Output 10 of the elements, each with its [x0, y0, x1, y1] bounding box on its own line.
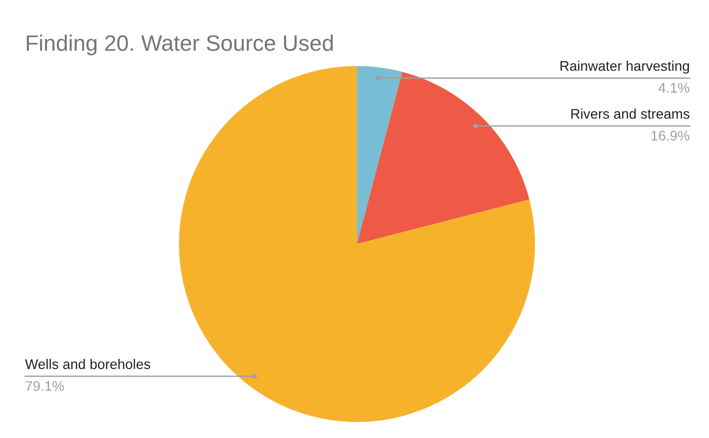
- data-label: 4.1%: [658, 82, 690, 93]
- data-label: 79.1%: [26, 381, 64, 391]
- chart-title: Finding 20. Water Source Used: [26, 34, 333, 56]
- slice-label: Rivers and streams: [571, 108, 690, 119]
- pie-slice: [357, 66, 402, 244]
- slice-label: Wells and boreholes: [25, 358, 150, 370]
- pie-slice: [357, 72, 530, 244]
- data-label: 16.9%: [652, 130, 690, 141]
- pie-slice: [179, 66, 535, 422]
- slice-label: Rainwater harvesting: [560, 60, 689, 74]
